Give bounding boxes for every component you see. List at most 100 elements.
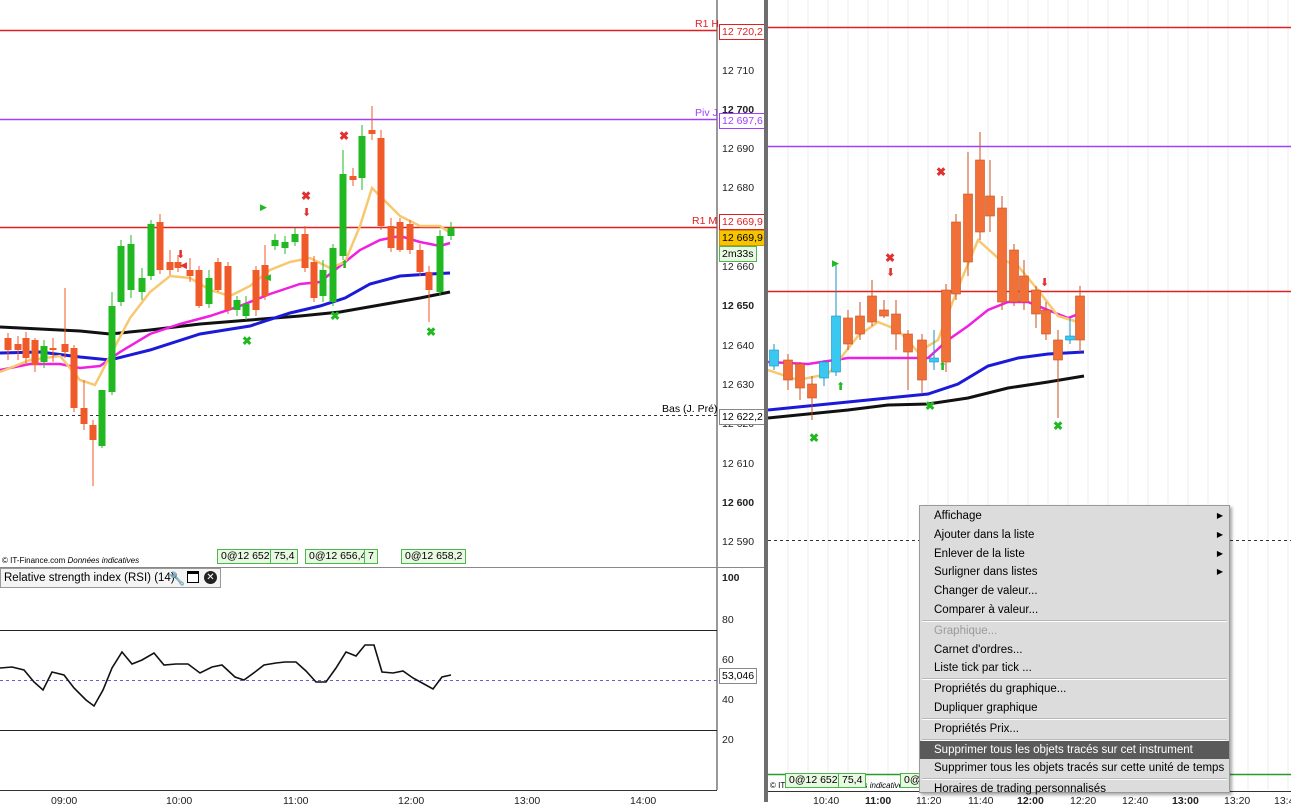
up-arrow-marker: ⬆	[938, 361, 947, 373]
rsi-tick: 100	[722, 572, 740, 584]
price-tick: 12 600	[722, 497, 755, 509]
menu-separator	[922, 738, 1227, 741]
menu-item-supprimer-unite-temps[interactable]: Supprimer tous les objets tracés sur cet…	[934, 762, 1225, 775]
right-arrow-marker: ◀	[264, 272, 271, 282]
candle-body	[416, 250, 424, 272]
candle-body	[1065, 335, 1075, 341]
buy-cross-marker: ✖	[426, 325, 436, 339]
candle-body	[769, 349, 779, 367]
down-arrow-marker: ⬇	[176, 249, 185, 261]
ma-black-line	[768, 374, 1085, 420]
buy-cross-marker: ✖	[1053, 419, 1063, 433]
menu-item-surligner[interactable]: Surligner dans listes ▶	[920, 563, 1229, 582]
menu-item-ajouter-liste[interactable]: Ajouter dans la liste ▶	[920, 526, 1229, 545]
candle-body	[997, 207, 1007, 303]
menu-item-dupliquer-graphique[interactable]: Dupliquer graphique	[934, 701, 1038, 714]
r1h-label: R1 H	[695, 18, 719, 30]
candle-body	[291, 234, 299, 242]
candle-body	[4, 338, 12, 350]
submenu-arrow-icon: ▶	[1216, 548, 1223, 558]
candle-body	[281, 242, 289, 248]
volume-box: 0@12 658,2	[401, 549, 467, 564]
candle-body	[174, 262, 182, 268]
submenu-arrow-icon: ▶	[1216, 567, 1223, 577]
pane-divider[interactable]	[764, 0, 768, 802]
context-menu[interactable]: Affichage ▶ Ajouter dans la liste ▶ Enleve…	[919, 505, 1230, 795]
candle-body	[310, 262, 318, 298]
candle-body	[985, 195, 995, 217]
price-tick: 12 650	[722, 300, 755, 312]
candle-body	[14, 344, 22, 350]
candle-body	[917, 339, 927, 381]
menu-item-affichage[interactable]: Affichage ▶	[920, 507, 1229, 526]
candle-body	[843, 317, 853, 345]
rsi-tick: 80	[722, 614, 734, 626]
candle-body	[358, 136, 366, 178]
buy-cross-marker: ✖	[809, 431, 819, 445]
candle-body	[975, 159, 985, 233]
sell-cross-marker: ✖	[301, 189, 311, 203]
candle-body	[783, 359, 793, 381]
candle-body	[98, 390, 106, 446]
ma-blue-line	[768, 350, 1085, 412]
rsi-title: Relative strength index (RSI) (14)	[4, 572, 175, 584]
menu-item-liste-tick[interactable]: Liste tick par tick ...	[934, 662, 1032, 675]
menu-item-proprietes-graphique[interactable]: Propriétés du graphique...	[934, 683, 1067, 696]
candle-body	[425, 272, 433, 290]
close-icon[interactable]: ✕	[204, 571, 217, 584]
menu-item-carnet-ordres[interactable]: Carnet d'ordres...	[934, 643, 1023, 656]
x-tick: 10:40	[813, 795, 840, 807]
buy-cross-marker: ✖	[925, 399, 935, 413]
price-tick: 12 690	[722, 143, 755, 155]
candle-body	[61, 344, 69, 352]
candle-body	[339, 174, 347, 256]
candle-body	[1019, 275, 1029, 303]
menu-item-supprimer-instrument[interactable]: Supprimer tous les objets tracés sur cet…	[920, 740, 1229, 760]
menu-item-changer-valeur[interactable]: Changer de valeur...	[934, 585, 1038, 598]
sell-cross-marker: ✖	[885, 251, 895, 265]
volume-box: 7	[364, 549, 378, 564]
sell-cross-marker: ✖	[936, 165, 946, 179]
menu-item-comparer-valeur[interactable]: Comparer à valeur...	[934, 603, 1039, 616]
menu-item-horaires-trading[interactable]: Horaires de trading personnalisés	[934, 783, 1106, 796]
candle-body	[387, 226, 395, 248]
menu-item-enlever-liste[interactable]: Enlever de la liste ▶	[920, 545, 1229, 564]
price-tick: 12 660	[722, 261, 755, 273]
x-tick: 11:00	[283, 795, 309, 807]
candle-body	[941, 289, 951, 363]
candle-body	[1009, 249, 1019, 303]
x-tick: 14:00	[630, 795, 657, 807]
pivot-label: Piv J	[695, 107, 718, 119]
candle-body	[166, 262, 174, 270]
volume-box: 0@12 656,4	[305, 549, 371, 564]
buy-cross-marker: ✖	[242, 334, 252, 348]
candle-body	[117, 246, 125, 302]
down-arrow-marker: ⬇	[886, 267, 895, 279]
wrench-icon[interactable]: 🔧	[169, 571, 186, 586]
candle-body	[301, 234, 309, 268]
candle-body	[831, 315, 841, 373]
candle-body	[1053, 339, 1063, 361]
left-price-chart[interactable]: ✖ ✖ ✖ ✖ ✖ ⬇ ⬇ ⬆ ▶ ◀ ◀	[0, 0, 766, 802]
candle-body	[879, 309, 889, 317]
candle-body	[436, 236, 444, 292]
volume-box: 0@12 652,9	[785, 773, 851, 788]
volume-box: 75,4	[838, 773, 867, 788]
ma-blue-line	[0, 271, 451, 362]
x-tick: 09:00	[51, 795, 78, 807]
candle-body	[233, 300, 241, 310]
rsi-value-box: 53,046	[719, 668, 758, 684]
buy-cross-marker: ✖	[330, 309, 340, 323]
menu-item-proprietes-prix[interactable]: Propriétés Prix...	[934, 722, 1019, 735]
ma-black-line	[0, 290, 451, 336]
data-note: Données indicatives	[67, 556, 140, 565]
window-icon[interactable]	[187, 571, 199, 583]
down-arrow-marker: ⬇	[1040, 277, 1049, 289]
candle-body	[349, 176, 357, 180]
up-arrow-marker: ⬆	[340, 259, 349, 271]
candle-body	[261, 265, 269, 296]
candle-body	[929, 357, 939, 363]
candle-body	[108, 306, 116, 392]
price-tick: 12 640	[722, 340, 755, 352]
candle-body	[368, 130, 376, 134]
